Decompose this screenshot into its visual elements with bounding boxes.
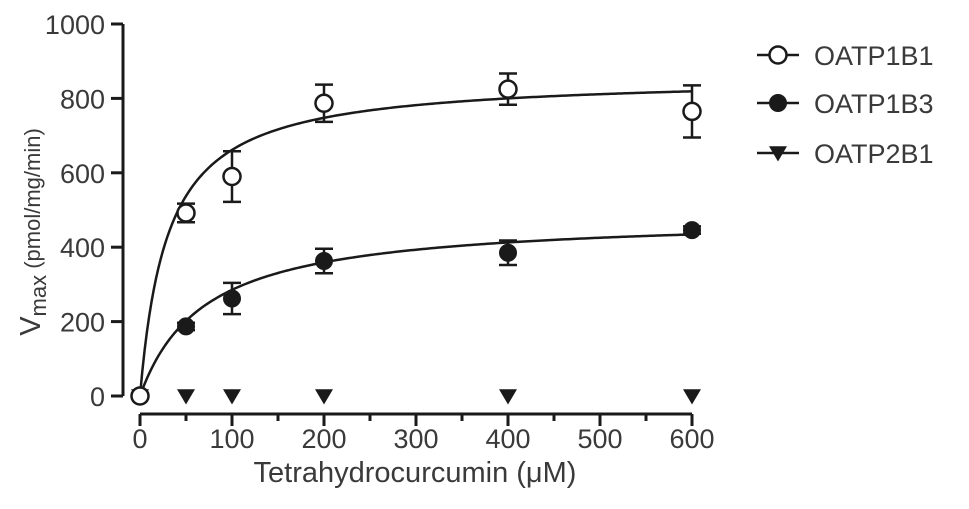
- y-tick-label: 600: [60, 159, 105, 189]
- data-point-oatp1b1: [222, 166, 242, 187]
- x-tick-label: 0: [132, 424, 147, 454]
- legend-label-oatp2b1: OATP2B1: [814, 139, 934, 169]
- data-marks: [130, 72, 702, 406]
- data-point-oatp1b1: [176, 203, 196, 223]
- data-point-oatp1b1: [682, 101, 702, 122]
- y-axis-title: Vmax (pmol/mg/min): [15, 128, 51, 336]
- data-point-oatp1b1: [130, 386, 150, 406]
- x-tick-label: 300: [393, 424, 438, 454]
- x-tick-label: 500: [577, 424, 622, 454]
- y-tick-label: 800: [60, 84, 105, 114]
- data-point-oatp1b3: [223, 289, 241, 308]
- fit-curve-oatp1b1: [138, 90, 693, 397]
- x-tick-label: 600: [669, 424, 714, 454]
- legend-label-oatp1b1: OATP1B1: [814, 41, 934, 71]
- data-point-oatp2b1: [315, 389, 333, 405]
- x-tick-label: 400: [485, 424, 530, 454]
- data-point-oatp1b3: [177, 317, 195, 336]
- y-tick-label: 0: [90, 382, 105, 412]
- data-point-oatp1b1: [498, 79, 518, 99]
- y-axis-title-subscript: max: [26, 275, 51, 317]
- data-point-oatp2b1: [223, 389, 241, 405]
- y-tick-label: 200: [60, 308, 105, 338]
- legend-marker-oatp1b3: [769, 94, 787, 112]
- data-point-oatp2b1: [499, 389, 517, 405]
- x-tick-label: 200: [301, 424, 346, 454]
- fit-curve-oatp1b3: [138, 233, 693, 397]
- data-point-oatp2b1: [683, 389, 701, 405]
- data-point-oatp1b3: [315, 251, 333, 270]
- x-tick-label: 100: [209, 424, 254, 454]
- fit-curves: [138, 90, 693, 397]
- x-axis-title: Tetrahydrocurcumin (μM): [254, 457, 577, 489]
- legend-marker-oatp2b1: [769, 146, 787, 162]
- data-point-oatp1b3: [683, 221, 701, 240]
- legend-marker-oatp1b1: [768, 45, 788, 65]
- y-axis-title-units: (pmol/mg/min): [20, 128, 45, 275]
- y-tick-label: 400: [60, 233, 105, 263]
- y-axis-title-main: V: [15, 316, 47, 336]
- legend-label-oatp1b3: OATP1B3: [814, 89, 934, 119]
- data-point-oatp1b1: [314, 93, 334, 113]
- data-point-oatp1b3: [499, 243, 517, 262]
- axes: 0 200 400 600 800 1000 0 100 200 300 400 500 600: [45, 10, 715, 454]
- data-point-oatp2b1: [177, 389, 195, 405]
- y-tick-label: 1000: [45, 10, 105, 40]
- legend: OATP1B1 OATP1B3 OATP2B1: [757, 41, 934, 169]
